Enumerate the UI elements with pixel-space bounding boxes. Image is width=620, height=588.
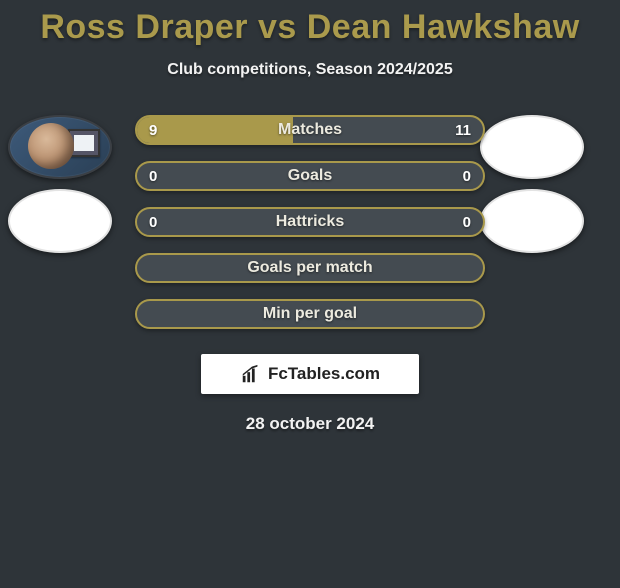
- stat-right-value: 0: [463, 209, 471, 235]
- brand-badge[interactable]: FcTables.com: [201, 354, 419, 394]
- stat-right-value: 11: [455, 117, 471, 143]
- stat-row-mpg: Min per goal: [135, 299, 485, 329]
- stat-rows: 9 Matches 11 0 Goals 0 0 Hattricks 0 Goa…: [135, 115, 485, 329]
- date-label: 28 october 2024: [0, 414, 620, 434]
- player-right-placeholder: [480, 189, 584, 253]
- stat-row-hattricks: 0 Hattricks 0: [135, 207, 485, 237]
- player-left-avatar: [8, 115, 112, 179]
- brand-text: FcTables.com: [268, 364, 380, 384]
- stat-label: Matches: [137, 117, 483, 143]
- stat-label: Goals per match: [137, 255, 483, 281]
- stat-label: Goals: [137, 163, 483, 189]
- stat-row-matches: 9 Matches 11: [135, 115, 485, 145]
- stat-label: Min per goal: [137, 301, 483, 327]
- player-right-column: [480, 115, 600, 263]
- page-title: Ross Draper vs Dean Hawkshaw: [0, 8, 620, 47]
- stat-row-goals: 0 Goals 0: [135, 161, 485, 191]
- chart-icon: [240, 363, 262, 385]
- stat-row-gpm: Goals per match: [135, 253, 485, 283]
- stat-label: Hattricks: [137, 209, 483, 235]
- stat-right-value: 0: [463, 163, 471, 189]
- player-right-avatar: [480, 115, 584, 179]
- page-subtitle: Club competitions, Season 2024/2025: [0, 61, 620, 79]
- player-left-placeholder: [8, 189, 112, 253]
- comparison-panel: 9 Matches 11 0 Goals 0 0 Hattricks 0 Goa…: [0, 115, 620, 434]
- player-left-column: [8, 115, 128, 263]
